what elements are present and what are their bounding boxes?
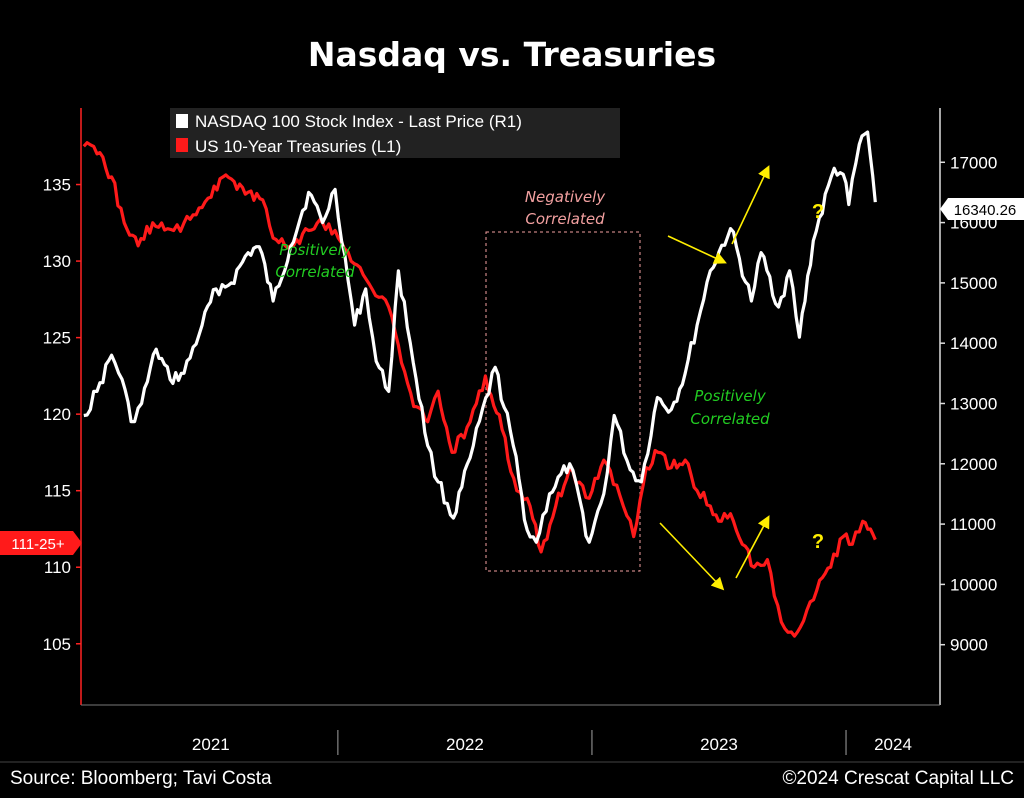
legend-swatch-nasdaq [176, 114, 188, 128]
annotation-positively-correlated-right-line1: Positively [694, 387, 767, 405]
arrow-treasuries-up [735, 515, 770, 579]
arrow-treasuries-down [659, 522, 725, 591]
right-tick-label: 14000 [950, 334, 997, 353]
last-value-badge-treasuries: 111-25+ [0, 531, 82, 555]
left-tick-label: 125 [43, 329, 71, 348]
last-value-badge-nasdaq: 16340.26 [940, 198, 1024, 220]
left-tick-label: 110 [44, 558, 71, 577]
x-axis-ticks: 2021 2022 2023 2024 [192, 730, 912, 755]
right-tick-label: 11000 [950, 515, 996, 534]
series-line-nasdaq [83, 130, 877, 544]
legend-label-nasdaq: NASDAQ 100 Stock Index - Last Price (R1) [195, 112, 522, 131]
legend: NASDAQ 100 Stock Index - Last Price (R1)… [170, 108, 620, 158]
last-value-treasuries: 111-25+ [11, 536, 64, 553]
right-tick-label: 15000 [950, 274, 997, 293]
footer-copyright: ©2024 Crescat Capital LLC [782, 768, 1014, 789]
left-tick-label: 105 [43, 635, 71, 654]
footer-source: Source: Bloomberg; Tavi Costa [10, 768, 272, 789]
arrow-nasdaq-down [667, 235, 727, 264]
x-tick-label: 2021 [192, 735, 230, 754]
left-tick-label: 120 [43, 405, 71, 424]
chart-title: Nasdaq vs. Treasuries [308, 35, 716, 74]
x-tick-label: 2023 [700, 735, 738, 754]
right-tick-label: 13000 [950, 394, 997, 413]
last-value-nasdaq: 16340.26 [954, 202, 1017, 219]
left-axis-ticks: 105 110 115 120 125 130 135 [43, 176, 81, 654]
annotation-negatively-correlated-line1: Negatively [525, 188, 606, 206]
left-tick-label: 115 [44, 482, 71, 501]
question-mark-nasdaq: ? [812, 201, 824, 223]
right-tick-label: 9000 [950, 636, 988, 655]
legend-swatch-treasuries [176, 138, 188, 152]
left-tick-label: 130 [43, 252, 71, 271]
annotation-negatively-correlated-line2: Correlated [525, 210, 605, 228]
legend-label-treasuries: US 10-Year Treasuries (L1) [195, 137, 401, 156]
right-tick-label: 10000 [950, 575, 997, 594]
x-tick-label: 2024 [874, 735, 912, 754]
annotation-positively-correlated-left-line2: Correlated [275, 263, 355, 281]
question-mark-treasuries: ? [812, 531, 824, 553]
left-tick-label: 135 [43, 176, 71, 195]
annotation-positively-correlated-right-line2: Correlated [690, 410, 770, 428]
series-line-treasuries [82, 141, 877, 638]
annotation-positively-correlated-left-line1: Positively [279, 241, 352, 259]
right-tick-label: 12000 [950, 455, 997, 474]
right-tick-label: 17000 [950, 153, 997, 172]
right-axis-ticks: 9000100001100012000130001400015000160001… [940, 153, 997, 655]
arrow-nasdaq-up [731, 165, 770, 245]
x-tick-label: 2022 [446, 735, 484, 754]
negative-correlation-box [485, 231, 641, 572]
